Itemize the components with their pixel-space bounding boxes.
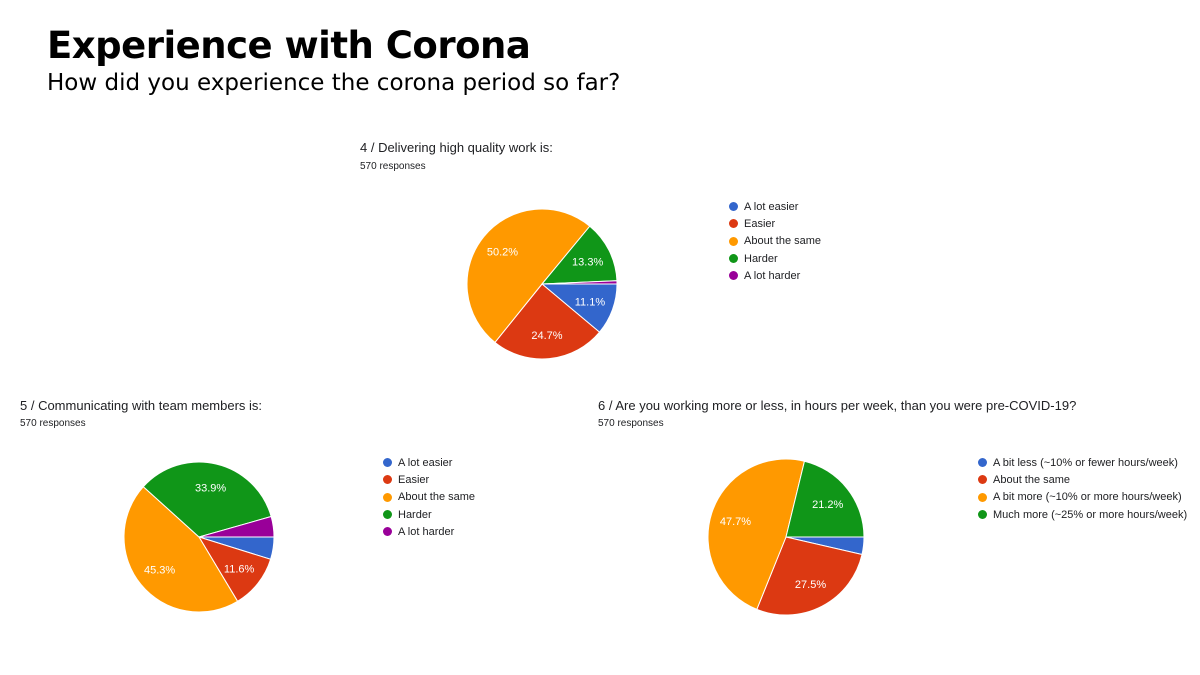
pie-data-label: 21.2% (812, 499, 843, 511)
legend-item: A lot harder (383, 523, 475, 540)
pie-data-label: 45.3% (144, 564, 175, 576)
legend-label: A lot harder (398, 525, 455, 538)
legend-item: A lot easier (383, 454, 475, 471)
legend-label: Easier (744, 217, 776, 230)
legend-dot-icon (383, 492, 392, 502)
chart-3-legend: A bit less (~10% or fewer hours/week) Abo… (978, 454, 1187, 523)
pie-slice-a-lot-harder (541, 280, 618, 285)
chart-1-pie: 11.1% 24.7% 50.2% 13.3% (466, 208, 618, 360)
pie-slice-a-lot-harder (198, 515, 275, 538)
legend-item: A lot harder (729, 267, 821, 284)
chart-2-title: 5 / Communicating with team members is: (20, 398, 263, 413)
chart-2-pie: 11.6% 45.3% 33.9% (123, 461, 275, 613)
chart-1-legend: A lot easier Easier About the same Harder A … (729, 198, 821, 284)
legend-dot-icon (978, 458, 987, 468)
pie-slice-harder (142, 461, 272, 538)
pie-slice-much-more-25-or-more-hours-week- (785, 460, 865, 538)
pie-slice-about-the-same (756, 536, 863, 616)
legend-item: Easier (383, 471, 475, 488)
pie-data-label: 13.3% (572, 256, 603, 268)
pie-slice-about-the-same (466, 208, 591, 344)
legend-label: About the same (744, 235, 822, 248)
chart-1-responses: 570 responses (360, 161, 426, 172)
legend-label: Harder (744, 252, 778, 265)
legend-label: A lot easier (398, 456, 453, 469)
legend-dot-icon (729, 202, 738, 212)
legend-item: About the same (978, 471, 1187, 488)
legend-dot-icon (978, 475, 987, 485)
legend-item: Harder (729, 250, 821, 267)
legend-dot-icon (729, 271, 738, 281)
legend-label: A bit more (~10% or more hours/week) (993, 491, 1182, 504)
legend-label: Much more (~25% or more hours/week) (993, 508, 1188, 521)
pie-slice-harder (540, 225, 618, 285)
legend-item: Harder (383, 506, 475, 523)
chart-2-responses: 570 responses (20, 418, 86, 429)
legend-label: A bit less (~10% or fewer hours/week) (993, 456, 1178, 469)
legend-dot-icon (383, 527, 392, 537)
chart-3-title: 6 / Are you working more or less, in hou… (598, 398, 1077, 413)
legend-dot-icon (729, 254, 738, 264)
legend-item: A bit more (~10% or more hours/week) (978, 489, 1187, 506)
legend-item: A bit less (~10% or fewer hours/week) (978, 454, 1187, 471)
pie-slice-a-bit-more-10-or-more-hours-week- (707, 458, 806, 610)
slide-title: Experience with Corona (47, 24, 531, 67)
legend-label: A lot easier (744, 200, 799, 213)
legend-item: Much more (~25% or more hours/week) (978, 506, 1187, 523)
pie-data-label: 24.7% (531, 330, 562, 342)
pie-slice-easier (494, 283, 601, 360)
legend-dot-icon (383, 458, 392, 468)
chart-3-pie: 27.5% 47.7% 21.2% (707, 458, 865, 616)
legend-dot-icon (383, 510, 392, 520)
pie-data-label: 27.5% (795, 579, 826, 591)
legend-label: Easier (398, 473, 430, 486)
legend-item: About the same (729, 233, 821, 250)
legend-item: Easier (729, 215, 821, 232)
legend-dot-icon (729, 236, 738, 246)
pie-data-label: 11.6% (224, 564, 255, 576)
pie-data-label: 33.9% (195, 482, 226, 494)
slide-subtitle: How did you experience the corona period… (47, 70, 621, 96)
legend-item: A lot easier (729, 198, 821, 215)
pie-data-label: 47.7% (720, 516, 751, 528)
chart-3-responses: 570 responses (598, 418, 664, 429)
legend-dot-icon (383, 475, 392, 485)
legend-label: A lot harder (744, 269, 801, 282)
pie-data-label: 50.2% (487, 247, 518, 259)
pie-slice-about-the-same (123, 485, 239, 613)
legend-dot-icon (729, 219, 738, 229)
legend-dot-icon (978, 510, 987, 520)
pie-data-label: 11.1% (575, 296, 606, 308)
chart-2-legend: A lot easier Easier About the same Harder A … (383, 454, 475, 540)
legend-label: About the same (993, 473, 1071, 486)
chart-1-title: 4 / Delivering high quality work is: (360, 140, 553, 155)
legend-dot-icon (978, 492, 987, 502)
legend-item: About the same (383, 489, 475, 506)
legend-label: Harder (398, 508, 432, 521)
legend-label: About the same (398, 491, 476, 504)
